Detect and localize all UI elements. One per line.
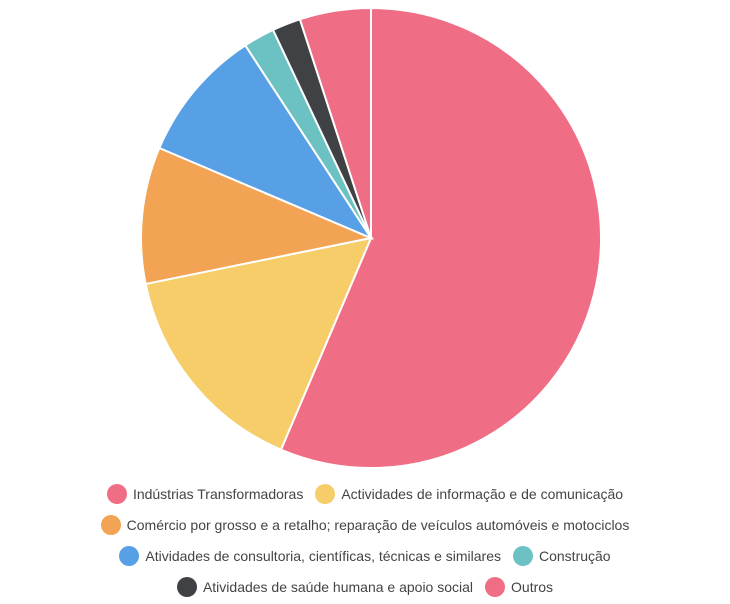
legend-label: Indústrias Transformadoras xyxy=(132,485,304,502)
legend-swatch xyxy=(513,545,533,566)
pie-slice xyxy=(298,6,372,239)
legend-label: Atividades de consultoria, científicas, … xyxy=(145,547,501,564)
legend-swatch xyxy=(485,576,506,597)
legend-swatch xyxy=(100,514,121,535)
legend-label: Outros xyxy=(511,578,554,595)
legend-item[interactable]: Outros xyxy=(485,576,554,597)
legend-item[interactable]: Atividades de saúde humana e apoio socia… xyxy=(176,576,474,597)
legend-label: Atividades de saúde humana e apoio socia… xyxy=(202,578,474,595)
pie-slice xyxy=(158,43,374,241)
legend-row: Atividades de consultoria, científicas, … xyxy=(0,540,730,571)
legend-item[interactable]: Atividades de consultoria, científicas, … xyxy=(119,545,501,566)
legend-item[interactable]: Construção xyxy=(513,545,611,566)
legend-swatch xyxy=(119,545,140,566)
legend-row: Indústrias Transformadoras Actividades de… xyxy=(0,478,730,509)
legend-label: Actividades de informação e de comunicaç… xyxy=(341,485,624,502)
pie-slice xyxy=(279,6,602,469)
legend-row: Atividades de saúde humana e apoio socia… xyxy=(0,571,730,602)
legend-item[interactable]: Actividades de informação e de comunicaç… xyxy=(315,483,624,504)
chart xyxy=(140,6,602,469)
legend-row: Comércio por grosso e a retalho; reparaç… xyxy=(0,509,730,540)
legend-swatch xyxy=(106,483,127,504)
legend-swatch xyxy=(315,483,336,504)
pie-slice xyxy=(140,146,375,286)
legend-label: Comércio por grosso e a retalho; reparaç… xyxy=(126,516,630,533)
legend-item[interactable]: Comércio por grosso e a retalho; reparaç… xyxy=(100,514,630,535)
legend-item[interactable]: Indústrias Transformadoras xyxy=(106,483,304,504)
legend-label: Construção xyxy=(539,547,611,564)
pie-slice xyxy=(144,236,373,451)
legend: Indústrias Transformadoras Actividades de… xyxy=(0,478,730,602)
legend-swatch xyxy=(176,576,197,597)
